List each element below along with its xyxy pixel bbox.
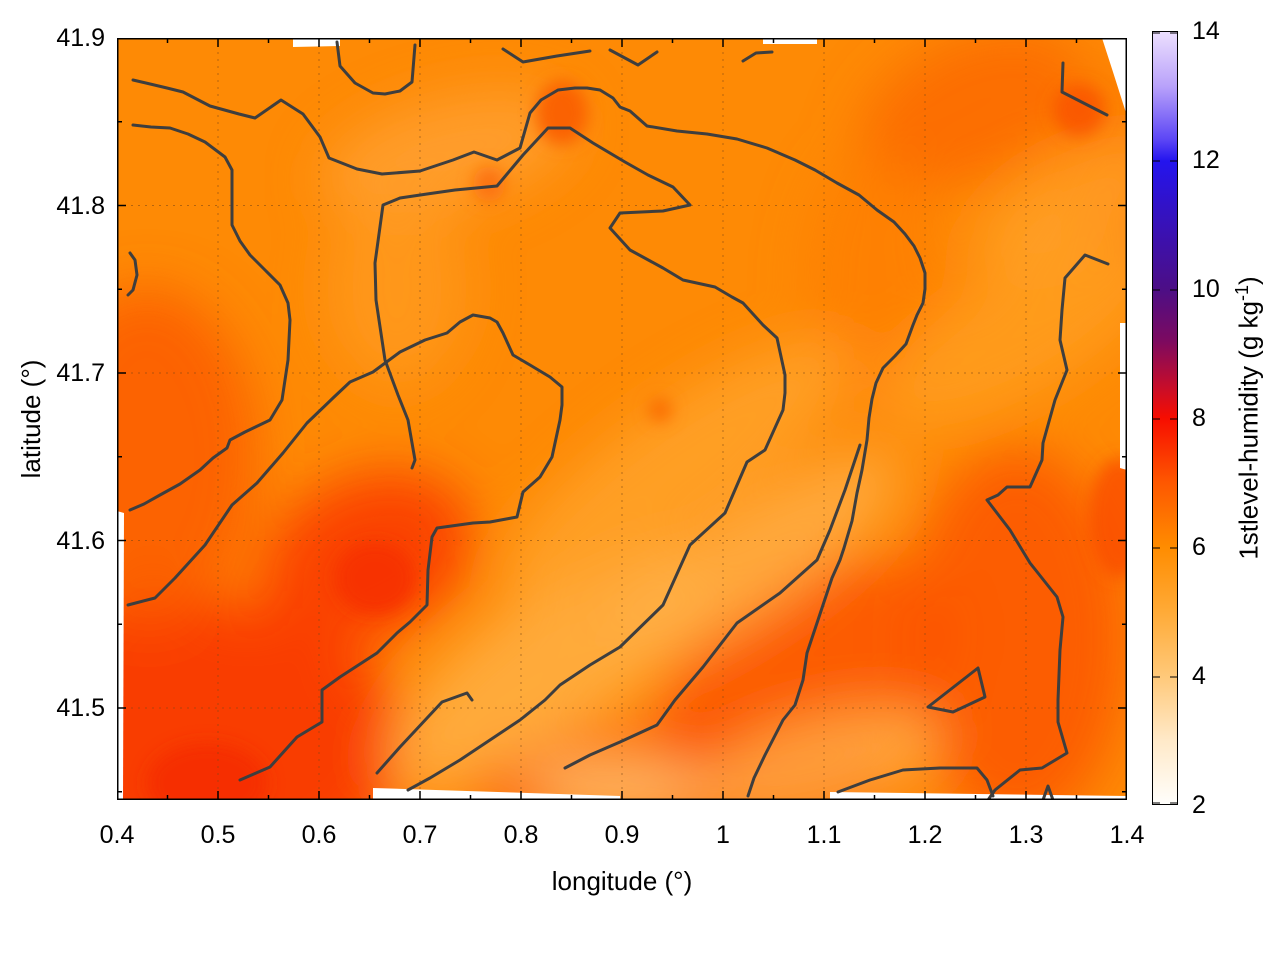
x-tick-label: 0.9 bbox=[604, 821, 640, 849]
x-tick-label: 1.1 bbox=[806, 821, 842, 849]
x-axis-title: longitude (°) bbox=[551, 866, 693, 896]
colorbar-title: 1stlevel-humidity (g kg-1) bbox=[1232, 276, 1264, 560]
contour-line bbox=[1041, 784, 1055, 800]
x-tick-label: 1 bbox=[716, 821, 730, 849]
contour-line bbox=[131, 78, 927, 798]
x-tick-label: 1.4 bbox=[1109, 821, 1145, 849]
contour-line bbox=[563, 443, 862, 770]
x-tick-label: 0.8 bbox=[503, 821, 539, 849]
y-tick-label: 41.6 bbox=[56, 526, 105, 555]
y-axis-title: latitude (°) bbox=[16, 359, 46, 479]
contour-line bbox=[126, 313, 564, 782]
colorbar-tick-label: 12 bbox=[1192, 146, 1220, 174]
x-tick-label: 0.7 bbox=[402, 821, 438, 849]
y-tick-label: 41.8 bbox=[56, 191, 105, 220]
contour-lines bbox=[126, 40, 1110, 800]
missing-data-gaps bbox=[117, 38, 1127, 800]
contour-line bbox=[335, 40, 417, 96]
x-tick-label: 0.6 bbox=[301, 821, 337, 849]
contour-line bbox=[608, 48, 659, 67]
heatmap-plot bbox=[117, 38, 1127, 800]
contour-line bbox=[128, 123, 292, 512]
colorbar-tick-label: 14 bbox=[1192, 17, 1220, 45]
plot-border bbox=[117, 38, 1127, 800]
colorbar-ticks bbox=[1153, 32, 1177, 804]
contour-line bbox=[375, 691, 474, 775]
x-tick-label: 1.2 bbox=[907, 821, 943, 849]
contour-line bbox=[126, 251, 139, 297]
x-tick-label: 0.5 bbox=[200, 821, 236, 849]
x-tick-label: 0.4 bbox=[99, 821, 135, 849]
contour-line bbox=[985, 253, 1110, 800]
colorbar-tick-label: 10 bbox=[1192, 275, 1220, 303]
y-tick-label: 41.9 bbox=[56, 24, 105, 52]
y-tick-label: 41.5 bbox=[56, 694, 105, 722]
heatmap-svg bbox=[117, 38, 1127, 800]
contour-line bbox=[741, 50, 774, 63]
contour-line bbox=[836, 766, 995, 798]
contour-line bbox=[373, 126, 787, 792]
colorbar-tick-label: 2 bbox=[1192, 791, 1206, 819]
colorbar-tick-label: 6 bbox=[1192, 533, 1206, 561]
x-tick-label: 1.3 bbox=[1008, 821, 1044, 849]
grid-lines bbox=[117, 38, 1127, 800]
contour-line bbox=[501, 47, 592, 64]
colorbar bbox=[1152, 31, 1178, 805]
colorbar-tick-label: 8 bbox=[1192, 404, 1206, 432]
y-tick-label: 41.7 bbox=[56, 359, 105, 387]
heatmap-field bbox=[117, 38, 1127, 800]
heatmap-blobs-large bbox=[117, 38, 1127, 800]
colorbar-tick-label: 4 bbox=[1192, 662, 1206, 690]
contour-line bbox=[1060, 61, 1109, 117]
contour-line bbox=[926, 666, 987, 714]
